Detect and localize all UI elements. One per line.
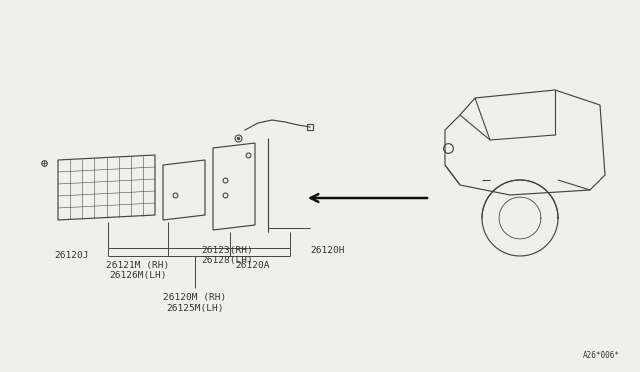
Text: 26128(LH): 26128(LH) xyxy=(201,256,253,265)
Text: 26125M(LH): 26125M(LH) xyxy=(166,304,224,313)
Text: 26120M (RH): 26120M (RH) xyxy=(163,293,227,302)
Text: 26126M(LH): 26126M(LH) xyxy=(109,271,167,280)
Text: 26123(RH): 26123(RH) xyxy=(201,246,253,255)
Text: A26*006*: A26*006* xyxy=(583,351,620,360)
Text: 26120H: 26120H xyxy=(310,246,344,255)
Text: 26120A: 26120A xyxy=(236,261,270,270)
Text: 26120J: 26120J xyxy=(55,251,89,260)
Text: 26121M (RH): 26121M (RH) xyxy=(106,261,170,270)
